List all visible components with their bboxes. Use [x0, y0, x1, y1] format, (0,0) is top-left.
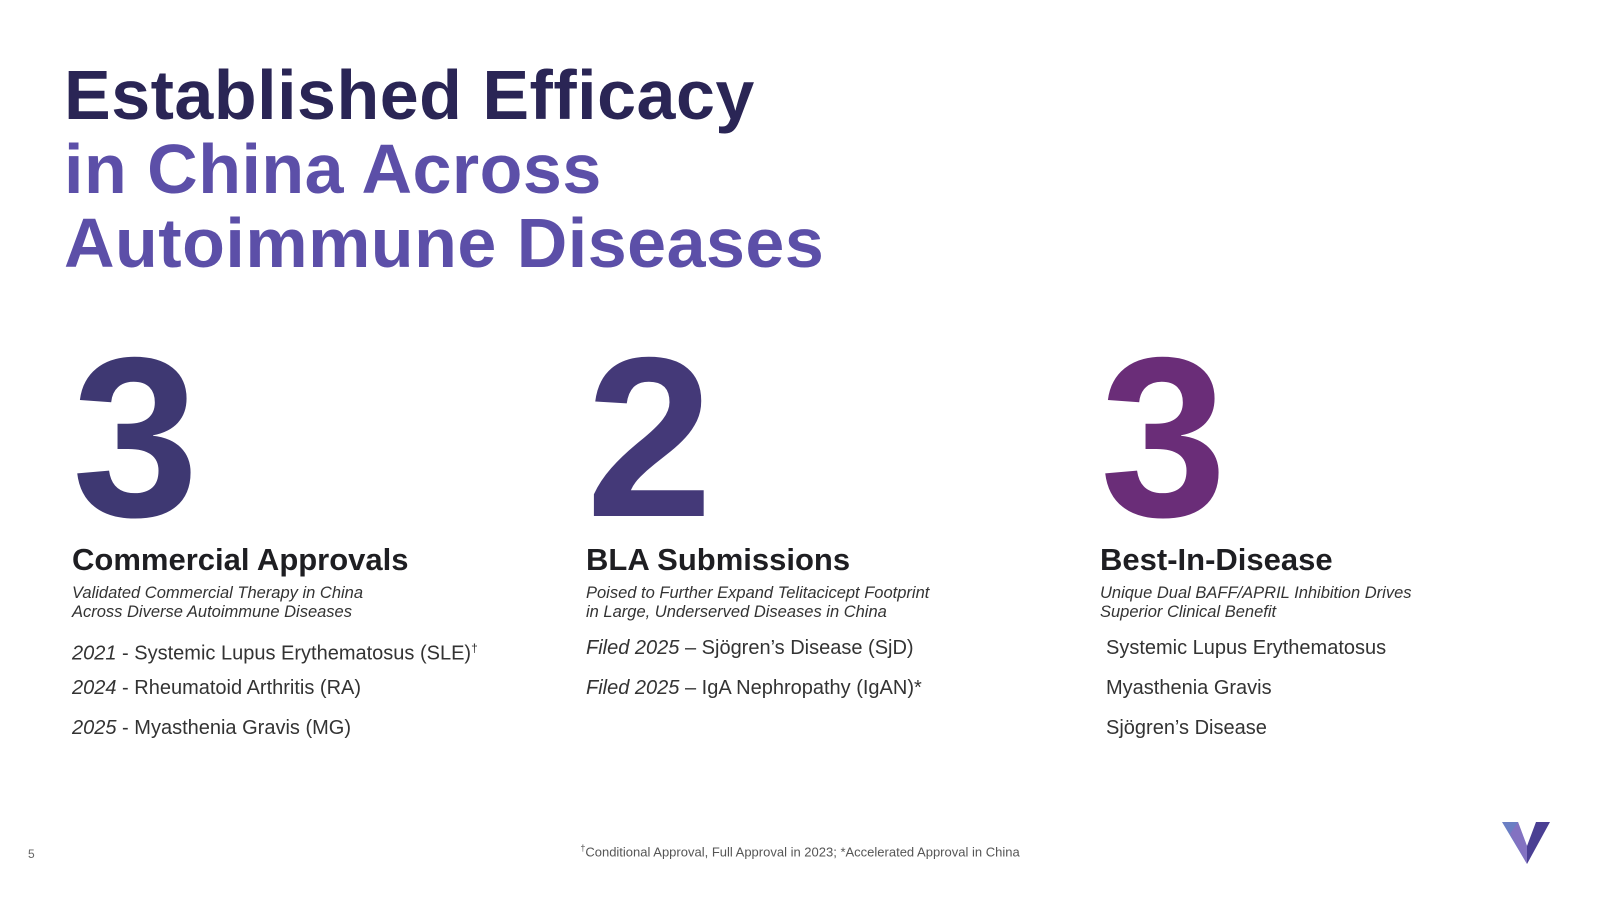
big-number: 2 — [586, 311, 713, 565]
list-item: Filed 2025 – Sjögren’s Disease (SjD) — [586, 636, 1056, 676]
item-separator: – — [679, 677, 702, 699]
column-heading: Best-In-Disease — [1100, 542, 1333, 577]
item-separator: – — [679, 637, 702, 659]
column-bla-submissions: 2 BLA Submissions Poised to Further Expa… — [586, 311, 1056, 716]
list-item: Systemic Lupus Erythematosus — [1106, 637, 1387, 659]
item-separator: - — [116, 677, 135, 699]
item-separator: - — [116, 717, 135, 739]
item-list: Filed 2025 – Sjögren’s Disease (SjD) Fil… — [586, 636, 1056, 716]
item-year: Filed 2025 — [586, 677, 680, 699]
item-year: 2024 — [72, 677, 117, 699]
list-item: 2021 - Systemic Lupus Erythematosus (SLE… — [72, 636, 542, 676]
subtitle-line: Validated Commercial Therapy in China — [72, 584, 364, 602]
subtitle-line: Across Diverse Autoimmune Diseases — [72, 603, 352, 621]
list-item: 2024 - Rheumatoid Arthritis (RA) — [72, 676, 542, 716]
footnote: †Conditional Approval, Full Approval in … — [0, 843, 1600, 859]
item-text: Systemic Lupus Erythematosus (SLE) — [134, 642, 472, 665]
list-item: 2025 - Myasthenia Gravis (MG) — [72, 716, 542, 756]
title-line-2: in China Across — [64, 130, 602, 208]
item-list: Systemic Lupus Erythematosus Myasthenia … — [1100, 636, 1570, 756]
big-number: 3 — [1100, 311, 1227, 565]
item-text: IgA Nephropathy (IgAN)* — [701, 677, 922, 699]
title-line-3: Autoimmune Diseases — [64, 204, 825, 282]
slide-title: Established Efficacy in China Across Aut… — [64, 58, 824, 280]
column-subtitle: Unique Dual BAFF/APRIL Inhibition Drives… — [1100, 584, 1560, 622]
dagger-mark: † — [471, 641, 478, 655]
list-item: Myasthenia Gravis — [1106, 677, 1272, 699]
column-commercial-approvals: 3 Commercial Approvals Validated Commerc… — [72, 311, 542, 756]
column-best-in-disease: 3 Best-In-Disease Unique Dual BAFF/APRIL… — [1100, 311, 1570, 756]
item-text: Rheumatoid Arthritis (RA) — [134, 677, 362, 699]
list-item: Filed 2025 – IgA Nephropathy (IgAN)* — [586, 676, 1056, 716]
page-number: 5 — [28, 847, 35, 861]
item-year: Filed 2025 — [586, 637, 680, 659]
item-year: 2021 — [72, 642, 117, 665]
title-line-1: Established Efficacy — [64, 56, 755, 134]
subtitle-line: in Large, Underserved Diseases in China — [586, 603, 887, 621]
column-heading: BLA Submissions — [586, 542, 851, 577]
item-year: 2025 — [72, 717, 117, 739]
footnote-mark: † — [580, 843, 586, 853]
column-subtitle: Validated Commercial Therapy in China Ac… — [72, 584, 532, 622]
column-subtitle: Poised to Further Expand Telitacicept Fo… — [586, 584, 1046, 622]
subtitle-line: Unique Dual BAFF/APRIL Inhibition Drives — [1100, 584, 1412, 602]
item-text: Sjögren’s Disease (SjD) — [701, 637, 914, 659]
column-heading: Commercial Approvals — [72, 542, 409, 577]
list-item: Sjögren’s Disease — [1106, 717, 1267, 739]
item-separator: - — [116, 642, 135, 665]
footnote-text: Conditional Approval, Full Approval in 2… — [585, 844, 1020, 860]
big-number: 3 — [72, 311, 199, 565]
item-list: 2021 - Systemic Lupus Erythematosus (SLE… — [72, 636, 542, 756]
item-text: Myasthenia Gravis (MG) — [134, 717, 351, 739]
subtitle-line: Superior Clinical Benefit — [1100, 603, 1277, 621]
v-logo-icon — [1502, 822, 1550, 864]
subtitle-line: Poised to Further Expand Telitacicept Fo… — [586, 584, 930, 602]
